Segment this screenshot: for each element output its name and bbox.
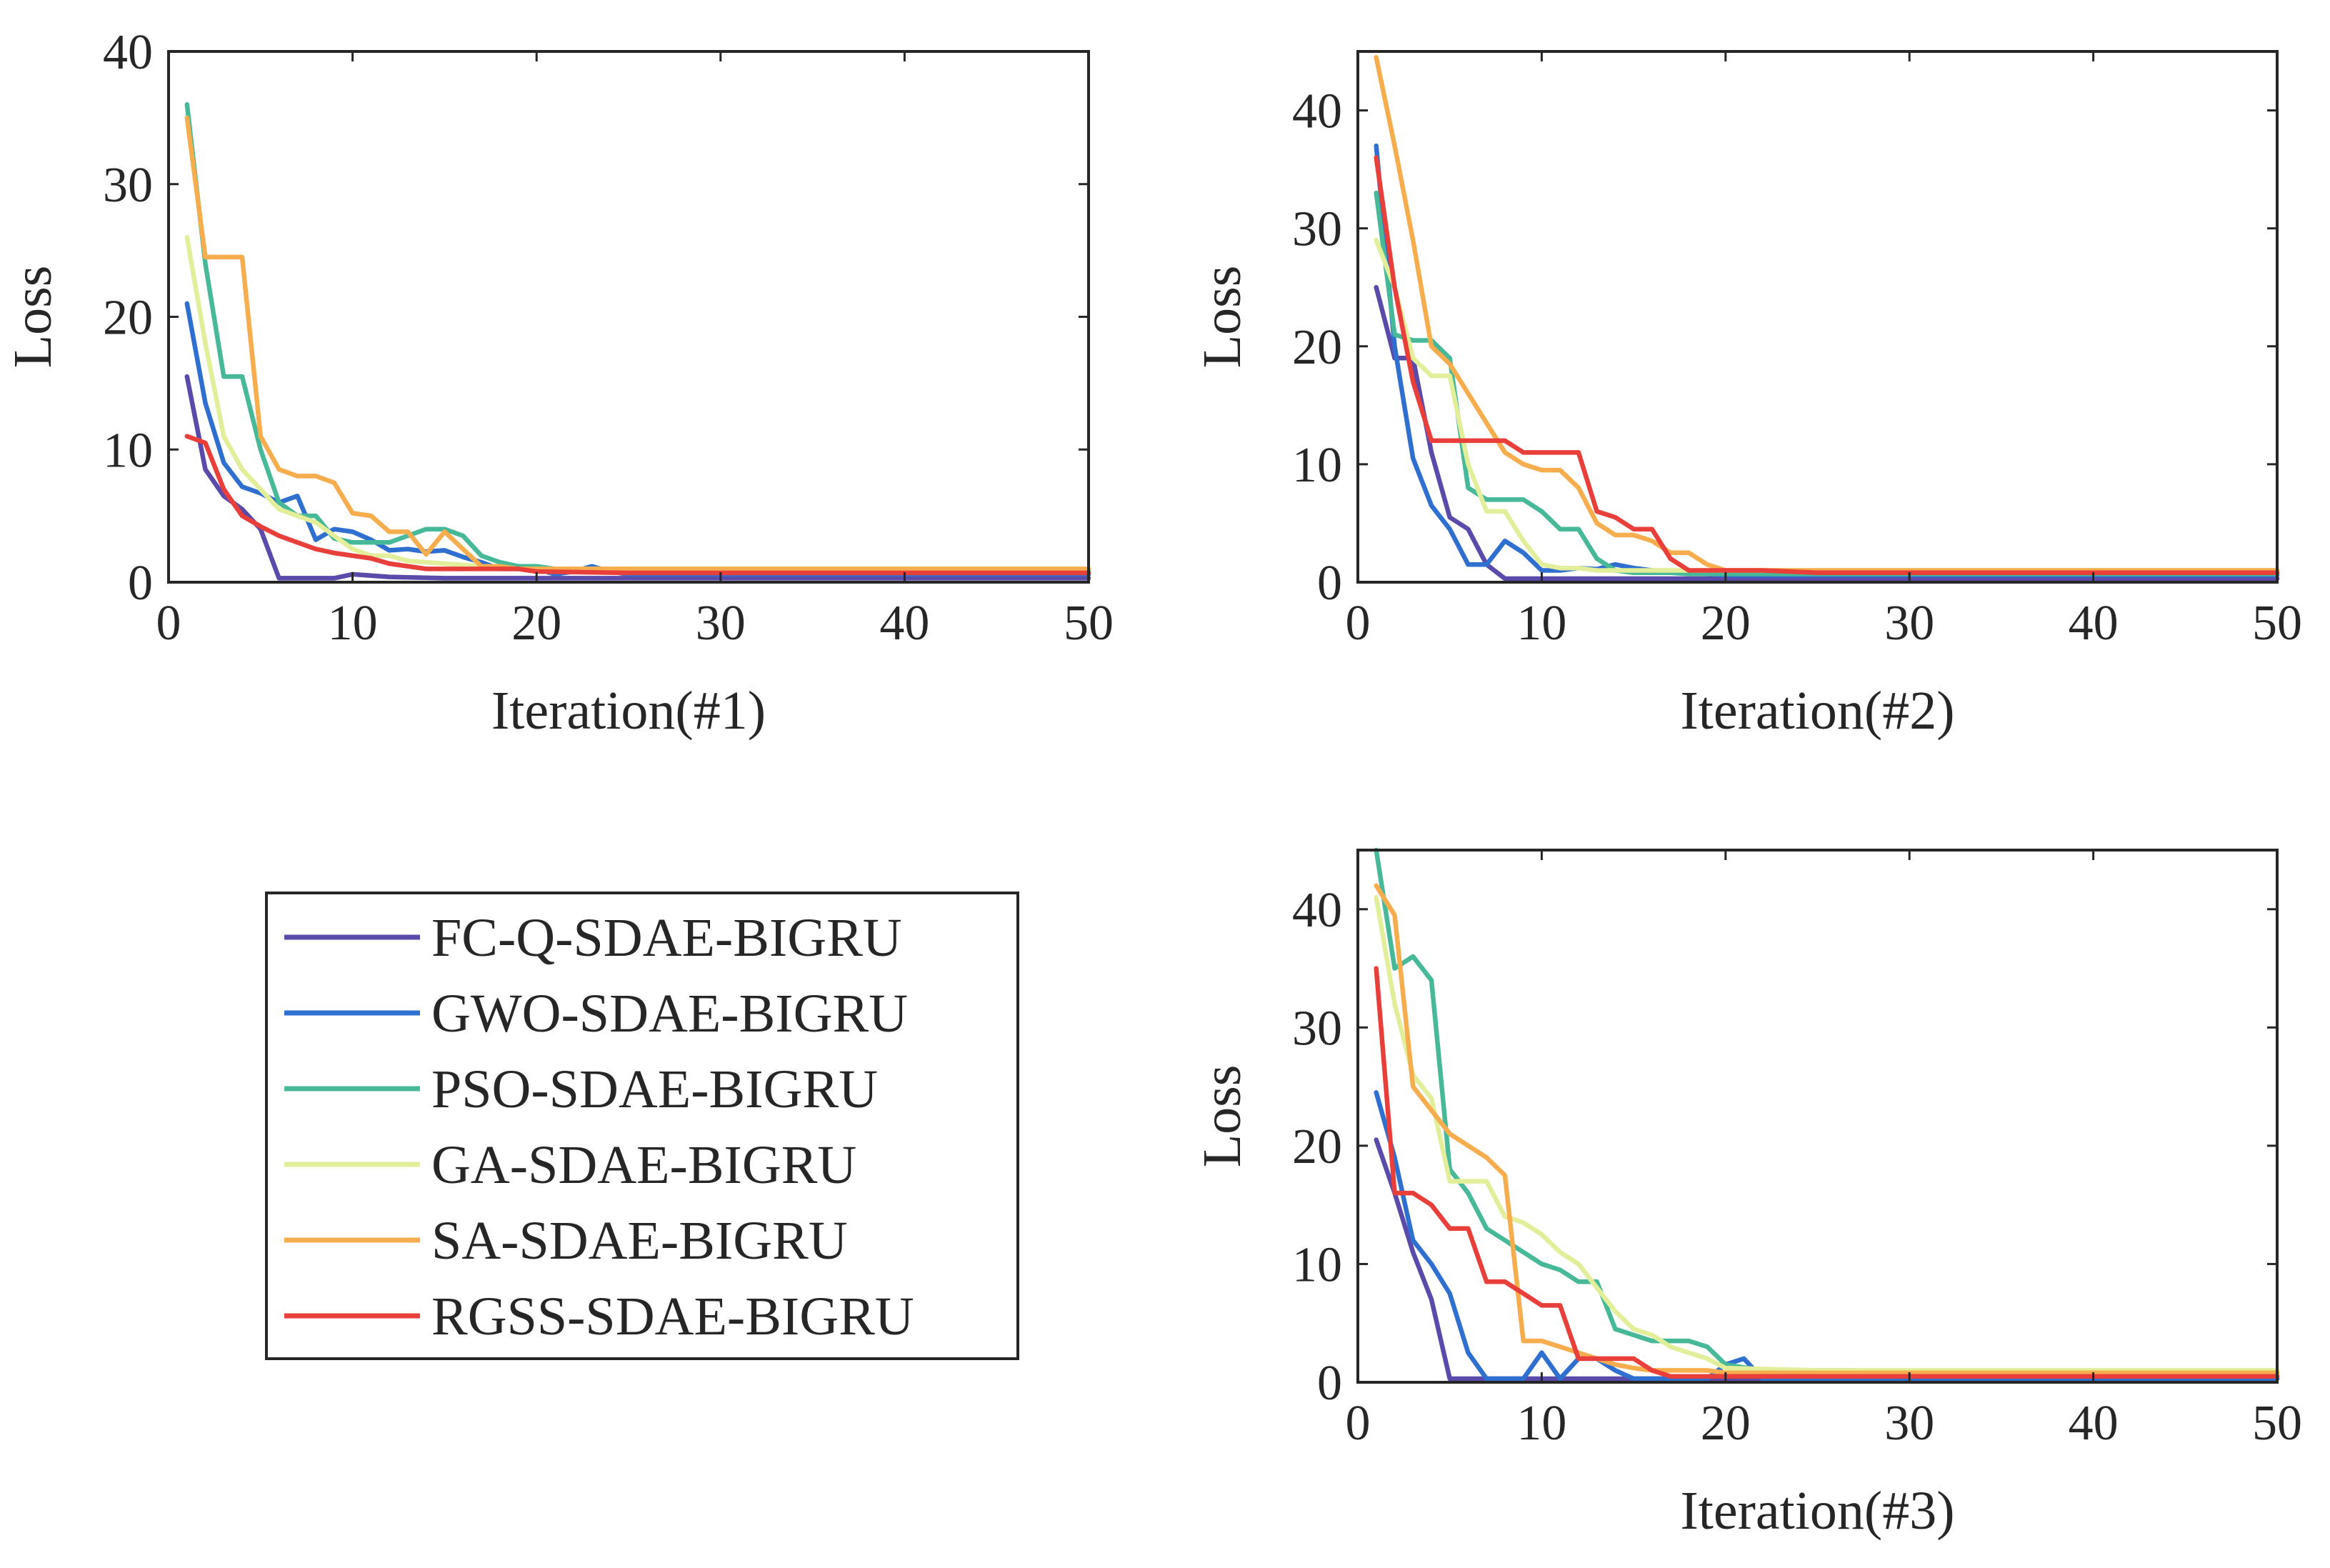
series-group	[184, 102, 1091, 581]
legend-box	[265, 892, 1019, 1360]
x-tick-label: 30	[696, 596, 746, 651]
x-axis-label: Iteration(#1)	[491, 681, 766, 741]
y-tick-label: 20	[103, 291, 153, 346]
legend: FC-Q-SDAE-BIGRU GWO-SDAE-BIGRU PSO-SDAE-BI…	[265, 892, 1019, 1360]
x-tick-label: 40	[2069, 1396, 2119, 1451]
legend-label: GWO-SDAE-BIGRU	[431, 984, 908, 1044]
y-tick-label: 10	[103, 423, 153, 478]
series-line-pso-sdae-bigru	[184, 102, 1091, 574]
x-tick-label: 40	[2069, 596, 2119, 651]
x-tick-label: 20	[511, 596, 561, 651]
y-tick-label: 40	[103, 25, 153, 80]
x-tick-label: 50	[2252, 1396, 2302, 1451]
x-tick-label: 50	[1064, 596, 1114, 651]
series-line-pso-sdae-bigru	[1374, 190, 2280, 576]
y-tick-label: 0	[1317, 556, 1342, 611]
legend-entry: SA-SDAE-BIGRU	[284, 1211, 848, 1271]
series-line-ga-sdae-bigru	[1374, 894, 2280, 1373]
legend-entry: GA-SDAE-BIGRU	[284, 1135, 856, 1195]
x-tick-label: 0	[1346, 596, 1371, 651]
legend-label: GA-SDAE-BIGRU	[431, 1135, 856, 1195]
legend-entry: PSO-SDAE-BIGRU	[284, 1059, 878, 1119]
charts-layer: 0 10 20 30 40 50 0 10 20 30 40 Iteration(#1) Loss 0 10…	[3, 25, 2302, 1541]
legend-label: PSO-SDAE-BIGRU	[431, 1059, 878, 1119]
y-tick-label: 30	[1292, 1001, 1342, 1056]
x-tick-label: 0	[1346, 1396, 1371, 1451]
y-axis-label: Loss	[3, 266, 63, 369]
y-axis-label: Loss	[1192, 1065, 1252, 1168]
x-tick-label: 40	[879, 596, 929, 651]
y-axis-label: Loss	[1192, 266, 1252, 369]
x-tick-label: 50	[2252, 596, 2302, 651]
y-tick-label: 20	[1292, 320, 1342, 375]
chart-3: 0 10 20 30 40 50 0 10 20 30 40 Iteration(#3) Loss	[1192, 847, 2302, 1541]
x-tick-label: 10	[1516, 596, 1566, 651]
series-group	[1374, 847, 2280, 1382]
y-tick-label: 20	[1292, 1119, 1342, 1174]
legend-entry: GWO-SDAE-BIGRU	[284, 984, 908, 1044]
series-line-sa-sdae-bigru	[1374, 883, 2280, 1376]
series-group	[1374, 55, 2280, 581]
y-tick-label: 40	[1292, 84, 1342, 139]
y-tick-label: 40	[1292, 883, 1342, 938]
chart-1: 0 10 20 30 40 50 0 10 20 30 40 Iteration(#1) Loss	[3, 25, 1114, 741]
series-line-rgss-sdae-bigru	[184, 434, 1091, 576]
legend-entry: FC-Q-SDAE-BIGRU	[284, 908, 902, 968]
x-tick-label: 20	[1701, 1396, 1751, 1451]
y-tick-label: 0	[1317, 1356, 1342, 1411]
x-tick-label: 30	[1884, 596, 1934, 651]
series-line-rgss-sdae-bigru	[1374, 966, 2280, 1379]
y-tick-label: 0	[128, 556, 153, 611]
plot-frame	[1356, 50, 2279, 584]
x-tick-label: 10	[328, 596, 378, 651]
x-tick-label: 30	[1884, 1396, 1934, 1451]
legend-label: SA-SDAE-BIGRU	[431, 1211, 848, 1271]
y-tick-label: 30	[1292, 202, 1342, 257]
y-tick-label: 30	[103, 158, 153, 213]
plot-frame	[1356, 849, 2279, 1384]
x-axis-label: Iteration(#3)	[1680, 1481, 1954, 1541]
legend-label: FC-Q-SDAE-BIGRU	[431, 908, 902, 968]
y-tick-label: 10	[1292, 1237, 1342, 1292]
x-tick-label: 0	[156, 596, 181, 651]
x-axis-label: Iteration(#2)	[1680, 681, 1954, 741]
x-tick-label: 10	[1516, 1396, 1566, 1451]
series-line-rgss-sdae-bigru	[1374, 155, 2280, 576]
chart-2: 0 10 20 30 40 50 0 10 20 30 40 Iteration(#2) Loss	[1192, 50, 2302, 741]
legend-entry: RGSS-SDAE-BIGRU	[284, 1287, 914, 1347]
y-tick-label: 10	[1292, 438, 1342, 493]
x-tick-label: 20	[1701, 596, 1751, 651]
series-line-sa-sdae-bigru	[1374, 55, 2280, 573]
legend-label: RGSS-SDAE-BIGRU	[431, 1287, 914, 1347]
series-line-ga-sdae-bigru	[1374, 237, 2280, 573]
